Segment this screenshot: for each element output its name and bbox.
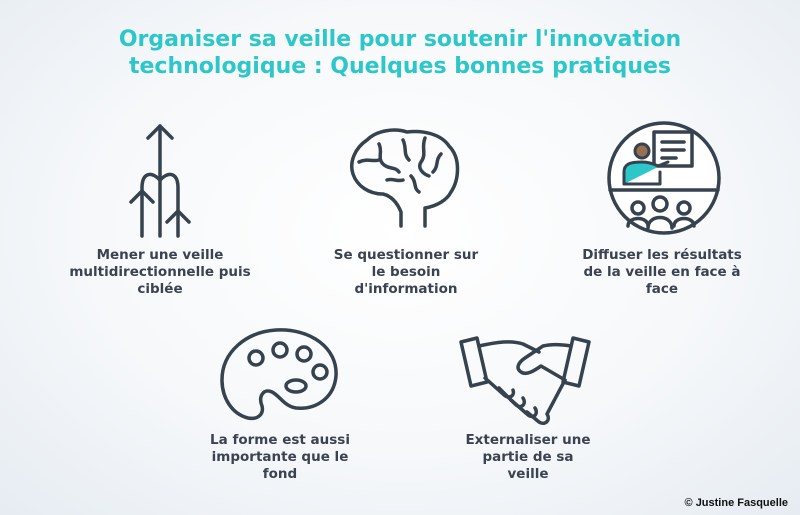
palette-icon bbox=[210, 314, 350, 434]
presentation-icon bbox=[596, 118, 736, 238]
practice-caption-4: La forme est aussi importante que le fon… bbox=[180, 432, 380, 483]
branching-arrows-icon bbox=[90, 118, 230, 238]
caption-line: fond bbox=[262, 466, 298, 482]
caption-line: importante que le bbox=[211, 449, 349, 465]
title-line-2: technologique : Quelques bonnes pratique… bbox=[128, 54, 671, 79]
caption-line: de la veille en face à bbox=[583, 264, 741, 280]
title-line-1: Organiser sa veille pour soutenir l'inno… bbox=[118, 27, 682, 52]
caption-line: d'information bbox=[354, 281, 458, 297]
caption-line: Mener une veille bbox=[96, 247, 224, 263]
caption-line: multidirectionnelle puis bbox=[69, 264, 251, 280]
caption-line: Se questionner sur bbox=[333, 247, 479, 263]
practice-caption-2: Se questionner sur le besoin d'informati… bbox=[306, 247, 506, 298]
caption-line: ciblée bbox=[137, 281, 183, 297]
caption-line: partie de sa bbox=[482, 449, 574, 465]
handshake-icon bbox=[455, 318, 595, 438]
caption-line: La forme est aussi bbox=[210, 432, 350, 448]
caption-line: face bbox=[645, 281, 679, 297]
caption-line: le besoin bbox=[371, 264, 441, 280]
caption-line: Diffuser les résultats bbox=[582, 247, 742, 263]
brain-icon bbox=[337, 120, 477, 240]
infographic-title: Organiser sa veille pour soutenir l'inno… bbox=[40, 26, 760, 80]
caption-line: veille bbox=[507, 466, 549, 482]
practice-caption-3: Diffuser les résultats de la veille en f… bbox=[562, 247, 762, 298]
copyright-credit: © Justine Fasquelle bbox=[684, 497, 788, 509]
practice-caption-1: Mener une veille multidirectionnelle pui… bbox=[60, 247, 260, 298]
caption-line: Externaliser une bbox=[465, 432, 591, 448]
practice-caption-5: Externaliser une partie de sa veille bbox=[428, 432, 628, 483]
